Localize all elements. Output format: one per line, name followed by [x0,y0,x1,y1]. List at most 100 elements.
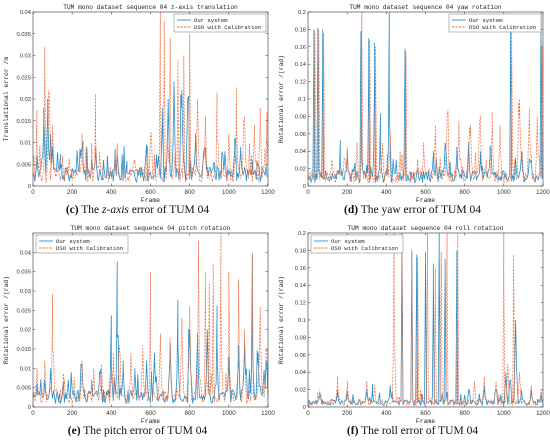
legend-label: Our system [194,17,228,24]
y-tick-label: 0.015 [16,347,31,353]
y-tick-label: 0.02 [20,97,31,103]
series-line-ours [308,233,543,407]
legend-box [448,13,542,33]
caption-text: The yaw error of TUM 04 [360,204,481,216]
chart-title: TUM mono dataset sequence 04 yaw rotatio… [349,4,502,11]
y-tick-label: 0.2 [298,10,306,16]
x-tick-label: 1200 [536,410,550,417]
y-tick-label: 0.035 [16,270,31,276]
x-tick-label: 1000 [222,189,236,196]
legend-label: Our system [331,238,365,245]
y-tick-label: 0.18 [295,27,306,33]
y-tick-label: 0 [28,405,31,411]
caption-label: (d) [344,204,359,216]
caption-text-tail: error of TUM 04 [128,204,210,216]
x-tick-label: 600 [145,410,156,417]
legend-box [310,234,404,254]
series-line-dso [308,12,543,184]
y-tick-label: 0.03 [20,54,31,60]
x-tick-label: 400 [106,189,117,196]
x-tick-label: 200 [67,189,78,196]
y-tick-label: 0.04 [295,149,307,155]
series-line-dso [308,233,543,407]
chart-panel-d: TUM mono dataset sequence 04 yaw rotatio… [275,0,550,221]
caption-label: (e) [67,425,81,437]
y-tick-label: 0.1 [298,318,306,324]
x-tick-label: 400 [106,410,117,417]
x-axis-label: Frame [416,418,435,425]
caption-e: (e) The pitch error of TUM 04 [0,425,275,437]
chart-z-translation: TUM mono dataset sequence 04 z-axis tran… [3,4,275,204]
x-tick-label: 800 [460,189,471,196]
chart-yaw-rotation: TUM mono dataset sequence 04 yaw rotatio… [278,4,550,204]
x-tick-label: 1200 [261,189,275,196]
x-axis-label: Frame [141,418,160,425]
y-tick-label: 0.005 [16,386,31,392]
plot-area [308,12,543,186]
caption-label: (c) [65,204,79,216]
x-tick-label: 1000 [497,410,511,417]
x-tick-label: 0 [306,189,310,196]
x-tick-label: 400 [381,410,392,417]
chart-roll-rotation: TUM mono dataset sequence 04 roll rotati… [278,225,550,425]
y-tick-label: 0.04 [295,370,307,376]
y-tick-label: 0.025 [16,308,31,314]
x-tick-label: 1000 [497,189,511,196]
x-tick-label: 1000 [222,410,236,417]
y-tick-label: 0.12 [295,301,306,307]
y-tick-label: 0.16 [295,266,306,272]
x-tick-label: 200 [67,410,78,417]
chart-pitch-rotation: TUM mono dataset sequence 04 pitch rotat… [3,225,275,425]
legend-box [173,13,267,33]
plot-frame [32,232,269,408]
caption-text: The pitch error of TUM 04 [83,425,208,437]
y-tick-label: 0.035 [16,32,31,38]
y-tick-label: 0.01 [20,366,31,372]
y-tick-label: 0.14 [295,62,307,68]
y-axis-label: Rotational error /(rad) [278,276,285,364]
y-tick-label: 0.02 [295,167,306,173]
y-tick-label: 0.14 [295,283,307,289]
y-tick-label: 0.025 [16,75,31,81]
x-tick-label: 1200 [536,189,550,196]
x-tick-label: 800 [185,410,196,417]
x-tick-label: 200 [342,189,353,196]
x-tick-label: 1200 [261,410,275,417]
x-axis-label: Frame [416,197,435,204]
x-tick-label: 600 [420,189,431,196]
caption-d: (d) The yaw error of TUM 04 [275,204,550,216]
y-tick-label: 0.005 [16,162,31,168]
caption-label: (f) [346,425,359,437]
y-tick-label: 0.08 [295,114,306,120]
legend-box [35,234,129,254]
caption-text: The roll error of TUM 04 [361,425,479,437]
x-tick-label: 800 [460,410,471,417]
y-tick-label: 0.2 [298,231,306,237]
y-tick-label: 0.08 [295,335,306,341]
y-tick-label: 0.015 [16,119,31,125]
x-tick-label: 600 [420,410,431,417]
plot-frame [307,11,544,187]
plot-area [33,12,268,186]
y-tick-label: 0 [28,184,31,190]
legend-label: DSO with Calibration [469,24,536,31]
series-line-ours [33,254,268,404]
legend-label: DSO with Calibration [331,245,398,252]
x-tick-label: 200 [342,410,353,417]
plot-frame [307,232,544,408]
y-tick-label: 0.04 [20,250,32,256]
caption-italic: z-axis [102,204,129,216]
series-line-dso [33,12,268,184]
y-tick-label: 0.18 [295,248,306,254]
x-tick-label: 800 [185,189,196,196]
chart-title: TUM mono dataset sequence 04 z-axis tran… [63,4,238,11]
chart-title: TUM mono dataset sequence 04 roll rotati… [348,225,504,232]
y-tick-label: 0.03 [20,289,31,295]
caption-c: (c) The z-axis error of TUM 04 [0,204,275,216]
chart-panel-f: TUM mono dataset sequence 04 roll rotati… [275,221,550,442]
x-tick-label: 600 [145,189,156,196]
